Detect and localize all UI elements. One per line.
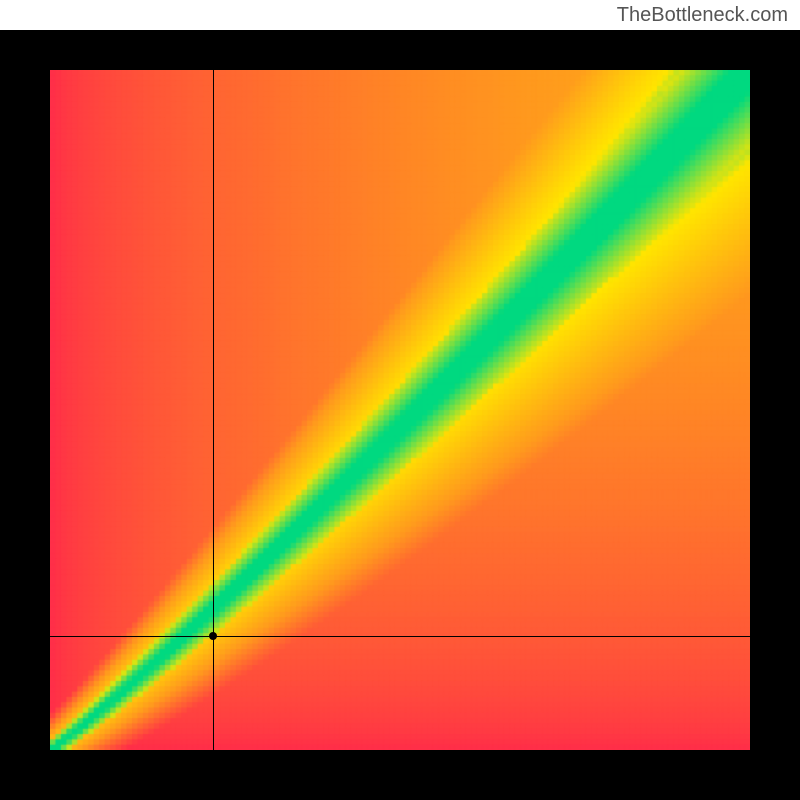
heatmap-canvas — [50, 70, 750, 750]
marker-dot — [209, 632, 217, 640]
container: TheBottleneck.com — [0, 0, 800, 800]
crosshair-horizontal-line — [50, 636, 750, 637]
watermark-text: TheBottleneck.com — [617, 4, 788, 27]
crosshair-vertical-line — [213, 70, 214, 750]
outer-black-frame — [0, 30, 800, 800]
plot-area — [50, 70, 750, 750]
